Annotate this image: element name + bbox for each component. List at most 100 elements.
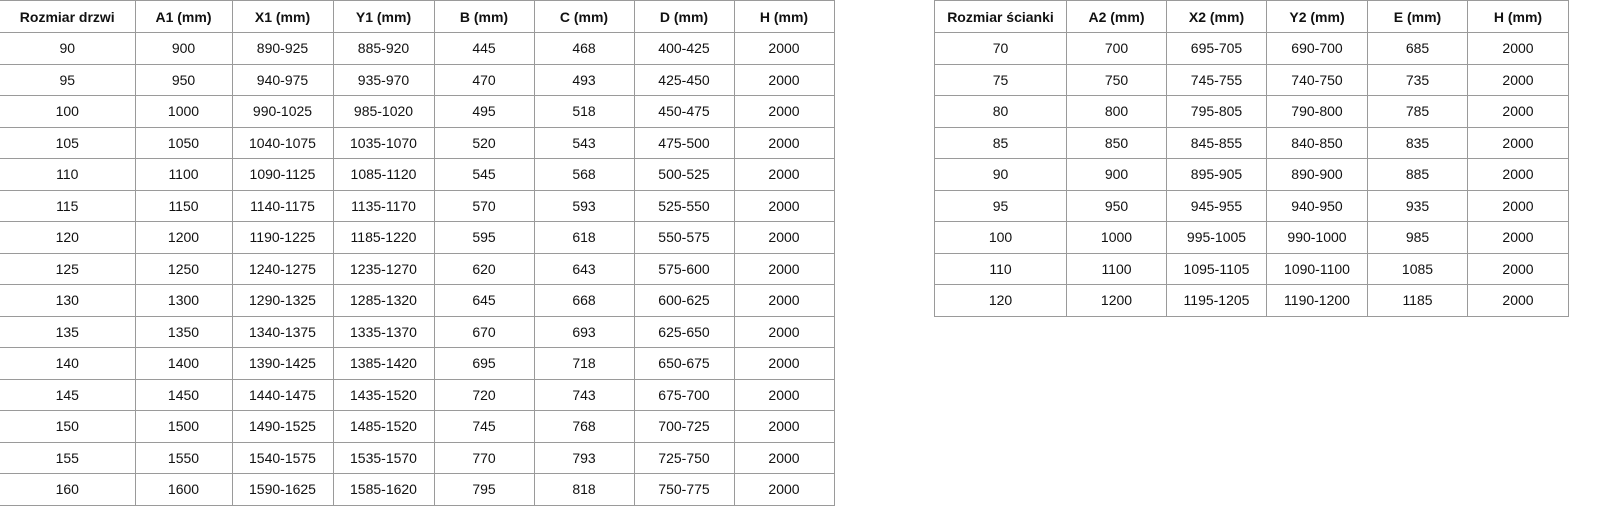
table-cell: 520 [433, 126, 535, 159]
table-cell: 1390-1425 [231, 347, 334, 380]
table-cell: 795-805 [1166, 95, 1267, 128]
table-cell: 100 [0, 95, 136, 128]
table-cell: 110 [0, 158, 136, 191]
table-cell: 1440-1475 [231, 378, 334, 411]
table-cell: 650-675 [633, 347, 735, 380]
table-cell: 840-850 [1266, 126, 1368, 159]
table-cell: 768 [533, 410, 635, 443]
table-cell: 940-975 [231, 63, 334, 96]
table-cell: 818 [533, 473, 635, 506]
table-cell: 95 [934, 189, 1067, 222]
table-cell: 2000 [733, 378, 835, 411]
table-cell: 595 [433, 221, 535, 254]
table-cell: 620 [433, 252, 535, 285]
table-cell: 570 [433, 189, 535, 222]
column-header: X1 (mm) [231, 0, 334, 33]
table-cell: 790-800 [1266, 95, 1368, 128]
table-cell: 718 [533, 347, 635, 380]
table-cell: 1290-1325 [231, 284, 334, 317]
table-cell: 2000 [733, 126, 835, 159]
table-cell: 1450 [134, 378, 233, 411]
table-cell: 115 [0, 189, 136, 222]
table-cell: 1090-1100 [1266, 252, 1368, 285]
table-cell: 2000 [733, 95, 835, 128]
table-cell: 685 [1367, 32, 1468, 65]
table-cell: 900 [134, 32, 233, 65]
table-cell: 100 [934, 221, 1067, 254]
table-cell: 625-650 [633, 315, 735, 348]
table-cell: 593 [533, 189, 635, 222]
table-cell: 70 [934, 32, 1067, 65]
table-cell: 2000 [1467, 32, 1569, 65]
table-cell: 990-1000 [1266, 221, 1368, 254]
column-header: A2 (mm) [1066, 0, 1167, 33]
table-cell: 995-1005 [1166, 221, 1267, 254]
table-cell: 770 [433, 441, 535, 474]
table-cell: 2000 [733, 315, 835, 348]
column-header: Y1 (mm) [332, 0, 435, 33]
table-cell: 750 [1066, 63, 1167, 96]
table-cell: 1435-1520 [332, 378, 435, 411]
table-cell: 2000 [733, 221, 835, 254]
column-header: E (mm) [1367, 0, 1468, 33]
column-header: H (mm) [733, 0, 835, 33]
table-cell: 1085-1120 [332, 158, 435, 191]
table-row: 100 1000 990-1025 985-1020 495 518 450-475 2000 [0, 95, 835, 128]
table-cell: 1185 [1367, 284, 1468, 317]
column-header: D (mm) [633, 0, 735, 33]
table-cell: 568 [533, 158, 635, 191]
table-cell: 145 [0, 378, 136, 411]
table-cell: 525-550 [633, 189, 735, 222]
table-row: 75 750 745-755 740-750 735 2000 [934, 63, 1569, 96]
table-cell: 835 [1367, 126, 1468, 159]
table-cell: 885-920 [332, 32, 435, 65]
table-cell: 695-705 [1166, 32, 1267, 65]
wall-sizes-table: Rozmiar ścianki A2 (mm) X2 (mm) Y2 (mm) E (m… [934, 0, 1569, 317]
table-cell: 1250 [134, 252, 233, 285]
table-cell: 940-950 [1266, 189, 1368, 222]
table-cell: 1150 [134, 189, 233, 222]
table-cell: 2000 [1467, 221, 1569, 254]
table-cell: 1200 [134, 221, 233, 254]
table-cell: 2000 [733, 158, 835, 191]
table-cell: 1190-1200 [1266, 284, 1368, 317]
table-cell: 1090-1125 [231, 158, 334, 191]
table-cell: 700-725 [633, 410, 735, 443]
table-cell: 468 [533, 32, 635, 65]
table-cell: 2000 [1467, 189, 1569, 222]
table-cell: 90 [934, 158, 1067, 191]
table-row: 130 1300 1290-1325 1285-1320 645 668 600-625 20… [0, 284, 835, 317]
table-cell: 1040-1075 [231, 126, 334, 159]
table-cell: 2000 [733, 473, 835, 506]
table-cell: 795 [433, 473, 535, 506]
table-cell: 125 [0, 252, 136, 285]
table-cell: 735 [1367, 63, 1468, 96]
door-sizes-table: Rozmiar drzwi A1 (mm) X1 (mm) Y1 (mm) B (mm)… [0, 0, 835, 506]
table-cell: 425-450 [633, 63, 735, 96]
table-cell: 445 [433, 32, 535, 65]
table-cell: 1590-1625 [231, 473, 334, 506]
table-row: 110 1100 1090-1125 1085-1120 545 568 500-525 20… [0, 158, 835, 191]
table-row: 80 800 795-805 790-800 785 2000 [934, 95, 1569, 128]
table-cell: 543 [533, 126, 635, 159]
table-cell: 785 [1367, 95, 1468, 128]
table-cell: 1200 [1066, 284, 1167, 317]
column-header: X2 (mm) [1166, 0, 1267, 33]
table-cell: 1085 [1367, 252, 1468, 285]
table-cell: 750-775 [633, 473, 735, 506]
table-cell: 2000 [1467, 63, 1569, 96]
table-cell: 675-700 [633, 378, 735, 411]
table-cell: 2000 [733, 63, 835, 96]
table-row: 105 1050 1040-1075 1035-1070 520 543 475-500 20… [0, 126, 835, 159]
table-cell: 900 [1066, 158, 1167, 191]
table-row: 140 1400 1390-1425 1385-1420 695 718 650-675 20… [0, 347, 835, 380]
table-cell: 1350 [134, 315, 233, 348]
column-header: H (mm) [1467, 0, 1569, 33]
table-cell: 745 [433, 410, 535, 443]
table-cell: 140 [0, 347, 136, 380]
table-row: 85 850 845-855 840-850 835 2000 [934, 126, 1569, 159]
table-cell: 643 [533, 252, 635, 285]
table-cell: 935 [1367, 189, 1468, 222]
table-cell: 1485-1520 [332, 410, 435, 443]
table-cell: 2000 [1467, 284, 1569, 317]
